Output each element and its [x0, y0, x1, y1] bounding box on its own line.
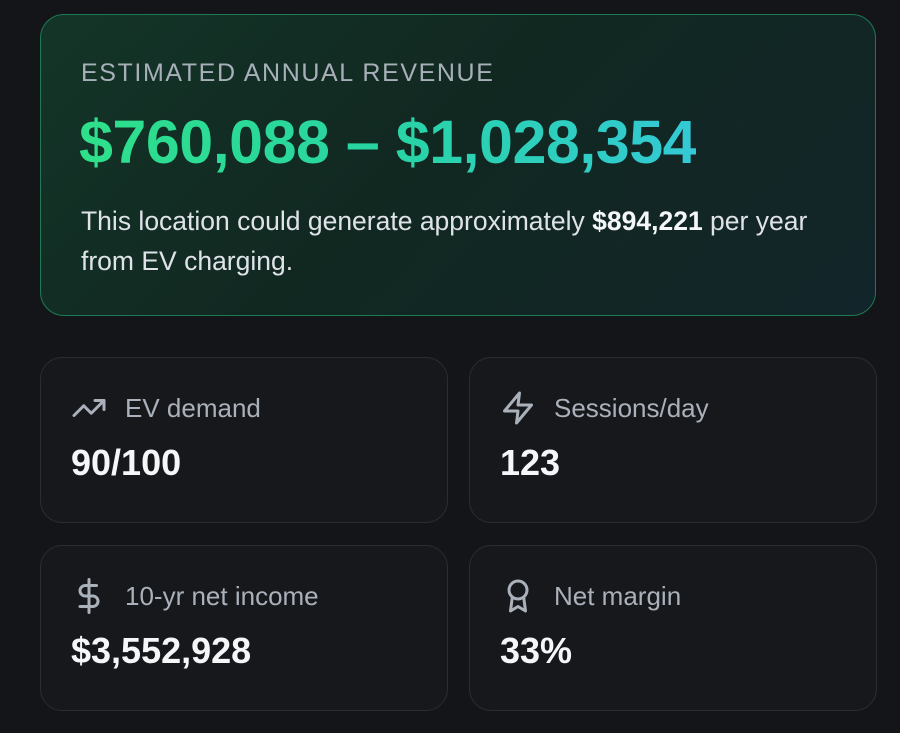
stat-card-sessions-per-day: Sessions/day 123 [469, 357, 877, 523]
stat-label: Sessions/day [554, 392, 709, 423]
stat-label: EV demand [125, 392, 261, 423]
trending-up-icon [71, 389, 109, 427]
stat-header: Net margin [500, 577, 681, 615]
stat-card-ev-demand: EV demand 90/100 [40, 357, 448, 523]
stat-value: 90/100 [71, 442, 182, 483]
stat-card-net-margin: Net margin 33% [469, 545, 877, 711]
stat-label: Net margin [554, 580, 682, 611]
stat-value: $3,552,928 [71, 630, 252, 671]
stat-value: 123 [500, 442, 561, 483]
stat-header: Sessions/day [500, 389, 709, 427]
stat-label: 10-yr net income [125, 580, 319, 611]
stat-card-net-income: 10-yr net income $3,552,928 [40, 545, 448, 711]
award-icon [500, 577, 538, 615]
stat-value: 33% [500, 630, 573, 671]
revenue-label: ESTIMATED ANNUAL REVENUE [81, 59, 495, 87]
lightning-icon [500, 389, 538, 427]
revenue-desc-value: $894,221 [592, 206, 703, 236]
revenue-desc-prefix: This location could generate approximate… [81, 206, 593, 236]
stat-header: EV demand [71, 389, 261, 427]
revenue-desc-suffix: per year from EV charging. [81, 206, 808, 276]
dollar-sign-icon [71, 577, 109, 615]
revenue-range: $760,088 – $1,028,354 [79, 108, 697, 176]
revenue-description: This location could generate approximate… [81, 201, 841, 281]
stat-header: 10-yr net income [71, 577, 319, 615]
revenue-card: ESTIMATED ANNUAL REVENUE $760,088 – $1,0… [40, 14, 876, 316]
